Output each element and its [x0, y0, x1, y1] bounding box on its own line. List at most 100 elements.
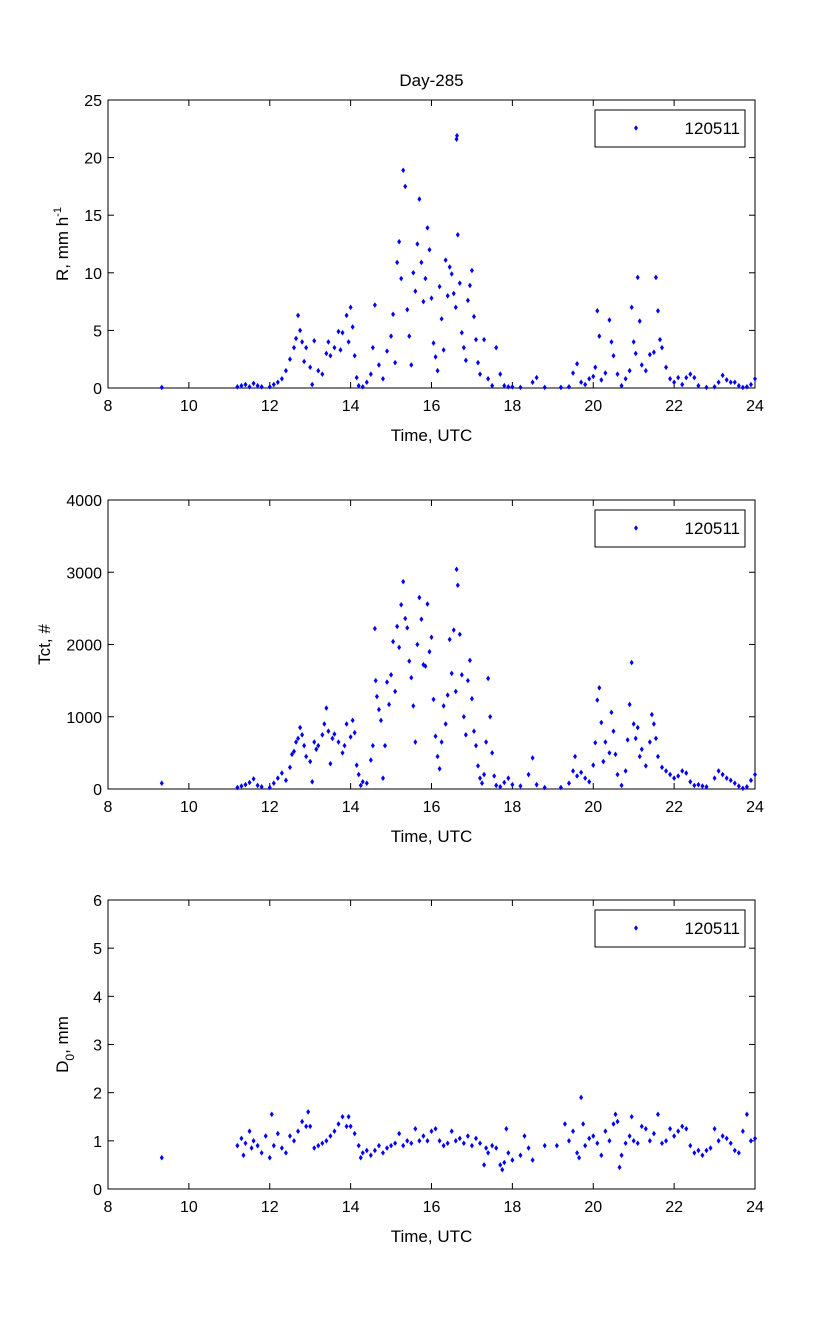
data-point	[534, 374, 539, 381]
data-point	[372, 625, 377, 632]
data-point	[611, 728, 616, 734]
data-point	[465, 297, 470, 304]
data-point	[740, 785, 745, 792]
data-point	[490, 750, 495, 756]
data-point	[599, 377, 604, 383]
data-point	[316, 742, 321, 749]
data-point	[389, 333, 394, 339]
data-point	[267, 1154, 272, 1161]
data-point	[340, 329, 345, 336]
data-point	[631, 1138, 636, 1144]
data-point	[247, 384, 252, 390]
y-axis-label-superscript: -1	[52, 207, 64, 217]
legend: 120511	[594, 909, 746, 948]
data-point	[522, 1133, 527, 1139]
data-point	[454, 136, 459, 142]
data-point	[619, 1152, 624, 1159]
legend-box	[594, 909, 746, 948]
data-point	[336, 328, 341, 335]
data-point	[415, 241, 420, 247]
data-point	[287, 356, 292, 362]
data-point	[433, 733, 438, 740]
data-point	[364, 780, 369, 787]
data-point	[283, 1150, 288, 1156]
data-point	[724, 1135, 729, 1142]
axes-box	[107, 99, 756, 389]
data-point	[298, 327, 303, 334]
legend-label: 120511	[685, 519, 740, 538]
data-point	[431, 696, 436, 703]
y-tick-label: 20	[84, 151, 102, 168]
y-axis-label: Tct, #	[35, 624, 54, 665]
data-point	[320, 732, 325, 738]
data-point	[376, 706, 381, 713]
x-axis-label: Time, UTC	[391, 426, 473, 445]
data-point	[744, 784, 749, 790]
data-point	[668, 771, 673, 778]
data-point	[591, 373, 596, 380]
data-point	[651, 349, 656, 356]
data-point	[431, 340, 436, 346]
data-point	[583, 381, 588, 388]
axes-box	[107, 499, 756, 790]
data-point	[655, 308, 660, 314]
data-point	[358, 1154, 363, 1161]
data-point	[490, 1142, 495, 1149]
data-point	[597, 685, 602, 691]
data-point	[421, 298, 426, 305]
data-point	[411, 703, 416, 709]
y-axis-label: D0, mm	[53, 1016, 77, 1073]
data-point	[500, 1166, 505, 1173]
data-point	[579, 769, 584, 776]
data-point	[587, 375, 592, 382]
data-point	[494, 344, 499, 351]
data-point	[579, 1094, 584, 1101]
legend-box	[594, 109, 746, 148]
data-point	[712, 775, 717, 781]
data-point	[502, 1159, 507, 1166]
data-point	[542, 384, 547, 391]
data-point	[724, 775, 729, 781]
data-point	[159, 780, 164, 787]
data-point	[643, 1125, 648, 1132]
x-axis-label: Time, UTC	[391, 827, 473, 846]
data-point	[633, 350, 638, 357]
data-point	[429, 295, 434, 301]
data-point	[348, 304, 353, 311]
data-point	[753, 375, 757, 382]
data-point	[635, 274, 640, 281]
data-point	[336, 1121, 341, 1127]
data-point	[328, 760, 333, 767]
data-point	[385, 679, 390, 685]
data-point	[613, 751, 618, 758]
data-point	[595, 1140, 600, 1147]
data-point	[441, 1142, 446, 1149]
data-point	[255, 382, 260, 389]
data-point	[720, 1133, 725, 1139]
data-point	[498, 1162, 503, 1168]
data-point	[732, 1147, 737, 1154]
data-point	[324, 350, 329, 357]
data-point	[441, 703, 446, 709]
data-point	[736, 783, 741, 789]
data-point	[247, 1128, 252, 1134]
x-tick-label: 18	[503, 1199, 521, 1216]
data-point	[385, 1145, 390, 1151]
y-axis-label-main: R, mm h	[53, 217, 72, 281]
y-axis-label-main: D	[53, 1061, 72, 1073]
data-point	[461, 344, 466, 351]
data-point	[502, 779, 507, 786]
data-point	[708, 1145, 713, 1151]
data-point	[633, 735, 638, 742]
data-point	[443, 257, 448, 263]
data-point	[510, 1157, 515, 1163]
data-point	[159, 384, 164, 391]
x-tick-label: 20	[584, 1199, 602, 1216]
data-point	[583, 775, 588, 781]
data-point	[417, 594, 422, 601]
data-point	[344, 1123, 349, 1130]
data-point	[575, 361, 580, 367]
data-point	[753, 1135, 757, 1142]
data-point	[664, 768, 669, 774]
